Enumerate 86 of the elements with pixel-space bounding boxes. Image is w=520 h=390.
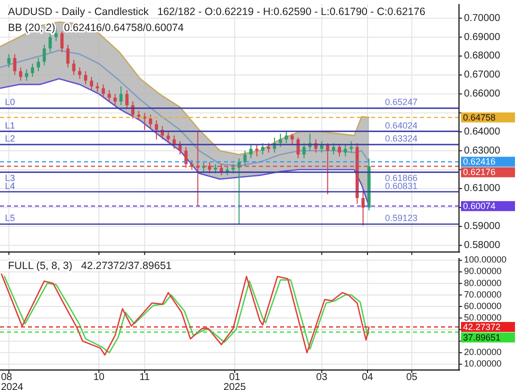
ref-line-label: L2 — [5, 134, 16, 144]
y-tick-label: 0.59000 — [464, 221, 501, 232]
candlestick — [78, 66, 82, 80]
candlestick — [249, 144, 252, 159]
y-tick-label: 0.58000 — [464, 240, 501, 252]
y-tick-label: 0.66000 — [464, 88, 501, 100]
ref-line-label: L5 — [5, 213, 16, 224]
candlestick — [320, 140, 324, 154]
y-tick-label: 60.00000 — [464, 300, 502, 311]
ref-line-label: L4 — [5, 180, 16, 191]
y-tick-label: 0.63000 — [464, 145, 501, 156]
candlestick — [326, 142, 330, 195]
y-tick-label: 0.70000 — [464, 12, 501, 24]
line-series — [0, 21, 370, 156]
ref-line-label: L0 — [5, 97, 16, 108]
ref-line-label: L3 — [5, 173, 16, 184]
candlestick — [119, 86, 123, 106]
y-tick-label: 0.68000 — [464, 50, 501, 62]
y-tick-label: 80.00000 — [464, 278, 502, 288]
chart-title: FULL (5, 8, 3) 42.27372/37.89651 — [8, 260, 172, 272]
candlestick — [24, 68, 28, 82]
x-tick-label: 05 — [406, 372, 418, 383]
y-tick-label: 10.00000 — [464, 358, 502, 369]
candlestick — [36, 57, 40, 72]
candlestick — [226, 165, 229, 176]
candlestick — [261, 142, 264, 156]
y-tick-label: 0.69000 — [464, 32, 501, 43]
ref-line-label: 42.27372 — [463, 322, 501, 332]
candlestick — [154, 120, 158, 140]
candlestick — [166, 131, 170, 144]
ref-line-label: 0.60074 — [463, 200, 496, 211]
candlestick — [267, 142, 270, 154]
candlestick — [290, 133, 294, 146]
line-series — [0, 50, 370, 167]
x-tick-label: 01 2025 — [224, 372, 246, 390]
y-tick-label: 0.64000 — [464, 126, 501, 138]
y-tick-label: 0.61000 — [464, 183, 501, 194]
annotation: 0.61866 — [385, 173, 418, 184]
candlestick — [125, 90, 129, 110]
candlestick — [302, 142, 306, 159]
x-tick-label: 08 2024 — [1, 372, 24, 390]
candlestick — [314, 138, 318, 154]
candlestick — [190, 160, 194, 170]
annotation: 0.60831 — [385, 180, 418, 191]
x-tick-label: 04 — [362, 372, 374, 383]
ref-line-label: 0.62416 — [463, 156, 496, 167]
ref-line-label: 0.62176 — [463, 167, 496, 178]
annotation: 0.59123 — [385, 213, 418, 224]
y-tick-label: 70.00000 — [464, 289, 502, 300]
candlestick — [72, 59, 76, 76]
candlestick — [42, 44, 46, 66]
y-tick-label: 20.00000 — [464, 347, 502, 358]
candlestick — [184, 146, 188, 168]
x-tick-label: 10 — [93, 372, 105, 383]
y-tick-label: 100.00000 — [464, 254, 507, 265]
candlestick — [90, 76, 94, 91]
candlestick — [338, 144, 342, 157]
candlestick — [84, 70, 88, 85]
ref-line-label: 0.64758 — [463, 112, 496, 122]
candlestick — [30, 63, 34, 78]
candlestick — [19, 66, 22, 82]
candlestick — [114, 93, 117, 106]
candlestick — [108, 90, 111, 102]
y-tick-label: 90.00000 — [464, 266, 502, 276]
candlestick — [361, 190, 365, 226]
candlestick — [350, 140, 353, 154]
ref-line-label: L1 — [5, 120, 16, 130]
candlestick — [48, 32, 52, 53]
x-tick-label: 11 — [139, 372, 150, 383]
chart-title: AUDUSD - Daily - Candlestick 162/182 - O:0.62219 - H:0.62590 - L:0.61790 - C:0.62176 — [8, 6, 426, 18]
candlestick — [66, 44, 70, 68]
candlestick — [178, 140, 182, 156]
y-tick-label: 50.00000 — [464, 312, 502, 322]
annotation: 0.64024 — [385, 120, 418, 130]
candlestick — [137, 110, 140, 121]
candlestick — [102, 84, 105, 98]
candlestick — [284, 131, 288, 144]
x-tick-label: 03 — [316, 372, 328, 383]
candlestick — [148, 114, 152, 128]
ref-line-label: 37.89651 — [463, 332, 501, 342]
candlestick — [60, 30, 64, 53]
annotation: 0.65247 — [385, 97, 418, 108]
annotation: 0.63324 — [385, 134, 418, 144]
candlestick — [13, 54, 16, 76]
y-tick-label: 0.67000 — [464, 70, 501, 81]
candlestick — [7, 54, 10, 68]
